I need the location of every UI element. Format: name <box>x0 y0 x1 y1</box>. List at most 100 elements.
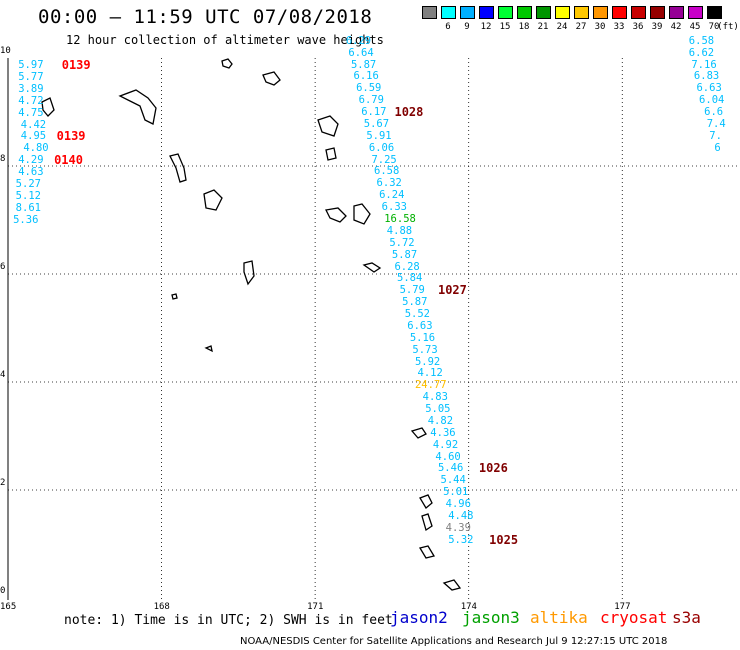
wave-height-value: 5.36 <box>13 213 39 226</box>
island-outline <box>41 97 55 117</box>
satellite-name: jason2 <box>390 608 448 627</box>
wave-height-value: 4.36 <box>430 426 456 439</box>
island-outline <box>262 71 281 86</box>
wave-height-value: 6.59 <box>356 82 382 95</box>
satellite-name: cryosat <box>600 608 668 627</box>
map-canvas <box>7 58 740 600</box>
island-outline <box>169 153 187 183</box>
island-outline <box>221 58 233 69</box>
wave-height-value: 6.83 <box>693 70 720 83</box>
wave-height-value: 5.46 <box>437 462 464 475</box>
wave-height-value: 4.75 <box>18 106 44 119</box>
island-outline <box>204 345 213 353</box>
island-outline <box>442 579 462 591</box>
island-outline <box>243 260 255 286</box>
wave-height-value: 4.63 <box>18 166 44 179</box>
wave-height-value: 4.39 <box>445 521 471 534</box>
wave-height-value: 6.29 <box>345 34 372 47</box>
island-outline <box>419 494 433 509</box>
wave-height-value: 5.67 <box>363 117 390 130</box>
wave-height-value: 6.06 <box>368 141 395 154</box>
legend-label: 21 <box>537 22 549 32</box>
wave-height-value: 6.58 <box>374 165 400 178</box>
wave-height-value: 24.77 <box>414 379 447 392</box>
island-outline <box>418 545 436 559</box>
island-outline <box>353 203 371 225</box>
legend-swatch <box>479 6 494 19</box>
footer-note: note: 1) Time is in UTC; 2) SWH is in fe… <box>64 613 393 628</box>
wave-height-value: 6.16 <box>353 70 379 83</box>
wave-height-value: 4.42 <box>20 118 47 131</box>
satellite-name: altika <box>530 608 588 627</box>
lon-label: 165 <box>0 602 17 612</box>
island-outline <box>421 513 433 532</box>
wave-height-value: 4.88 <box>386 224 413 237</box>
island-outline <box>325 207 347 223</box>
wave-height-value: 6.28 <box>394 260 420 273</box>
wave-height-value: 6.58 <box>688 34 715 47</box>
legend-swatch <box>612 6 627 19</box>
legend-swatch <box>422 6 437 19</box>
lat-label: 10 <box>0 46 11 56</box>
wave-height-value: 7. <box>709 129 722 142</box>
legend-label: 39 <box>651 22 663 32</box>
wave-height-value: 5.05 <box>425 403 451 416</box>
wave-height-value: 6.33 <box>381 201 407 214</box>
wave-height-value: 6.62 <box>688 46 715 59</box>
pass-time-label: 1025 <box>489 532 519 547</box>
wave-height-value: 4.72 <box>18 94 44 107</box>
wave-height-value: 5.12 <box>15 189 41 202</box>
legend-unit: (ft) <box>717 22 739 32</box>
lat-label: 4 <box>0 370 6 380</box>
lon-label: 171 <box>307 602 324 612</box>
pass-time-label: 1028 <box>394 105 424 120</box>
wave-height-value: 4.48 <box>448 510 474 522</box>
wave-height-value: 5.52 <box>404 308 430 321</box>
island-outline <box>317 115 339 137</box>
legend-label: 36 <box>632 22 644 32</box>
wave-height-value: 8.61 <box>15 201 41 214</box>
legend-swatch <box>593 6 608 19</box>
wave-height-value: 6.63 <box>407 319 433 332</box>
legend-swatch <box>688 6 703 19</box>
legend-label: 30 <box>594 22 606 32</box>
wave-height-value: 7.16 <box>691 58 717 71</box>
wave-height-value: 4.80 <box>23 142 49 155</box>
wave-height-value: 5.72 <box>389 236 415 249</box>
wave-height-value: 5.27 <box>15 177 41 190</box>
wave-height-value: 4.92 <box>432 438 459 451</box>
wave-height-value: 4.29 <box>18 154 44 167</box>
credit-line: NOAA/NESDIS Center for Satellite Applica… <box>240 636 668 647</box>
wave-height-value: 4.95 <box>20 130 47 143</box>
legend-swatch <box>631 6 646 19</box>
wave-height-value: 5.87 <box>402 296 428 309</box>
wave-height-value: 5.32 <box>448 533 474 546</box>
island-outline <box>325 147 337 161</box>
wave-height-value: 6.24 <box>379 189 405 202</box>
wave-height-value: 6.6 <box>704 106 724 119</box>
pass-time-label: 1026 <box>478 461 508 476</box>
legend-swatch <box>574 6 589 19</box>
wave-height-value: 6.17 <box>361 106 387 119</box>
wave-height-value: 5.87 <box>391 248 418 261</box>
satellite-name: s3a <box>672 608 701 627</box>
wave-height-value: 4.83 <box>422 391 448 404</box>
lat-label: 2 <box>0 478 6 488</box>
legend-label: 70 <box>708 22 720 32</box>
legend-swatch <box>517 6 532 19</box>
wave-height-value: 5.97 <box>18 59 44 72</box>
pass-time-label: 0139 <box>56 129 86 144</box>
island-outline <box>362 262 382 273</box>
wave-height-value: 5.79 <box>399 284 425 297</box>
legend-swatch <box>669 6 684 19</box>
wave-height-value: 6.64 <box>348 46 374 59</box>
pass-time-label: 1027 <box>437 283 467 298</box>
wave-height-map[interactable]: 10 8 6 4 2 0 165 168 171 174 177 5.97 5.77 3.89 4.72 4.… <box>0 35 740 612</box>
legend-label: 24 <box>556 22 568 32</box>
legend-swatch <box>536 6 551 19</box>
legend-swatch <box>498 6 513 19</box>
island-outline <box>171 293 178 300</box>
lon-label: 174 <box>460 602 477 612</box>
legend-label: 42 <box>670 22 682 32</box>
legend-swatch <box>460 6 475 19</box>
